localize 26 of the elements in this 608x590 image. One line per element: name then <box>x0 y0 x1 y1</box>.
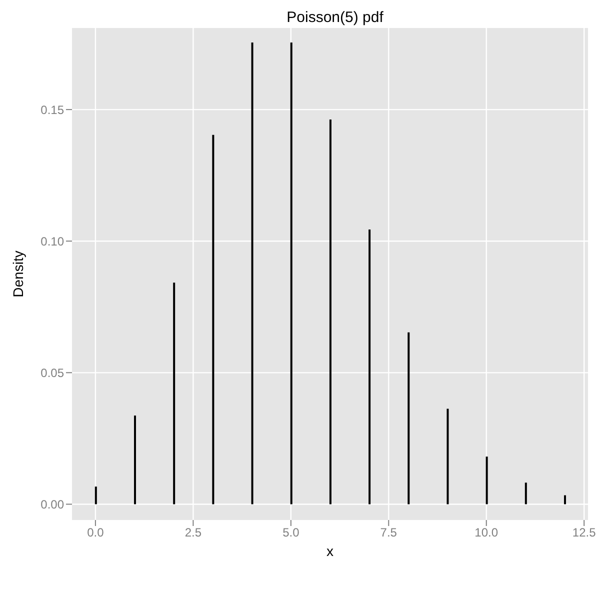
x-tick-label: 10.0 <box>474 526 498 540</box>
bar <box>212 134 214 504</box>
x-axis-title: x <box>326 543 334 559</box>
y-tick-label: 0.15 <box>40 102 64 117</box>
y-axis-title: Density <box>10 250 26 298</box>
y-tick-label: 0.00 <box>40 497 64 512</box>
y-tick-label: 0.05 <box>40 366 64 380</box>
x-tick-label: 7.5 <box>380 526 398 540</box>
x-tick-label: 12.5 <box>572 526 596 540</box>
bar <box>134 416 136 504</box>
x-tick-label: 2.5 <box>184 526 202 540</box>
bar <box>446 408 449 504</box>
bar <box>486 456 488 504</box>
bar <box>329 120 332 504</box>
x-tick-label: 5.0 <box>282 526 300 540</box>
bar <box>251 42 254 504</box>
x-tick-label: 0.0 <box>87 526 104 540</box>
bar <box>524 482 527 504</box>
bar <box>94 486 97 504</box>
chart-title: Poisson(5) pdf <box>286 9 384 26</box>
bar <box>368 230 371 504</box>
bar <box>408 332 410 504</box>
bar <box>564 495 566 504</box>
bar <box>290 42 292 504</box>
bar <box>173 282 176 504</box>
y-tick-label: 0.10 <box>40 234 64 248</box>
